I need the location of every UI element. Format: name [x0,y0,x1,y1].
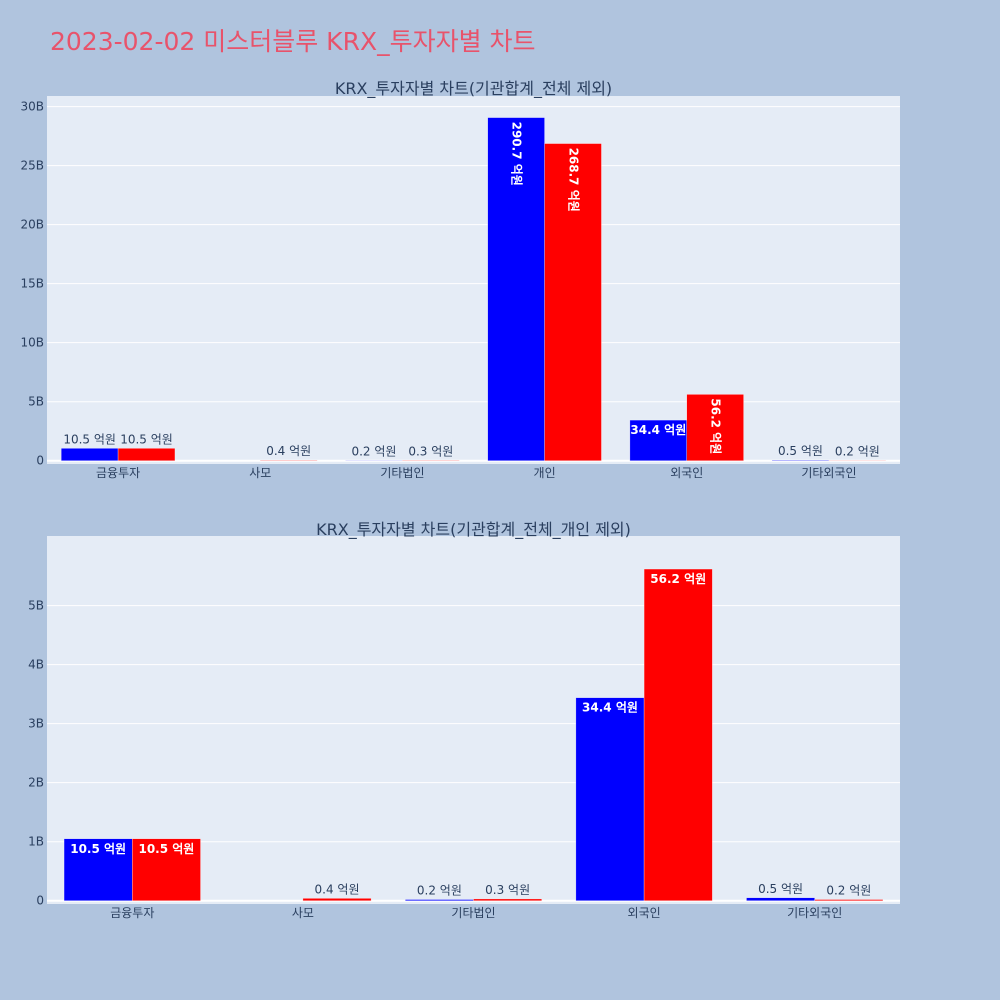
plot-area [47,96,900,464]
bar [63,838,133,901]
bar [544,143,602,461]
bar [60,448,119,461]
bar [686,394,744,461]
data-label: 0.2 억원 [351,444,396,458]
x-tick-label: 기타외국인 [787,906,842,920]
data-label: 0.5 억원 [778,444,823,458]
data-label: 56.2 억원 [709,398,723,454]
data-label: 10.5 억원 [63,432,116,446]
data-label: 290.7 억원 [510,122,524,186]
data-label: 0.2 억원 [835,444,880,458]
y-tick-label: 5B [28,395,44,409]
y-tick-label: 30B [20,100,44,114]
bar [746,897,815,901]
data-label: 0.5 억원 [758,882,803,896]
data-label: 0.2 억원 [826,884,871,898]
page-title: 2023-02-02 미스터블루 KRX_투자자별 차트 [50,27,536,56]
x-tick-label: 기타외국인 [801,466,856,480]
data-label: 0.4 억원 [315,882,360,896]
data-label: 0.4 억원 [266,444,311,458]
chart-top: 0 5B 10B 15B 20B 25B 30B KRX_투자자별 차트(기관합계_전체 제외… [20,79,900,480]
bar [643,568,713,901]
data-label: 268.7 억원 [567,148,581,212]
y-tick-label: 4B [28,658,44,672]
data-label: 0.3 억원 [408,444,453,458]
chart-bottom: 0 1B 2B 3B 4B 5B KRX_투자자별 차트(기관합계_전체_개인 제외) 금융투… [28,520,900,920]
data-label: 56.2 억원 [650,572,706,586]
y-tick-label: 1B [28,835,44,849]
chart-title: KRX_투자자별 차트(기관합계_전체_개인 제외) [316,520,631,540]
y-tick-label: 20B [20,218,44,232]
data-label: 10.5 억원 [70,842,126,856]
y-tick-label: 3B [28,717,44,731]
y-tick-label: 25B [20,159,44,173]
x-tick-label: 외국인 [628,906,661,920]
bar [629,419,688,461]
bar [814,899,884,901]
bar [771,459,830,461]
data-label: 10.5 억원 [138,842,194,856]
data-label: 0.3 억원 [485,883,530,897]
x-tick-label: 기타법인 [380,466,424,480]
bar [575,697,645,901]
x-tick-label: 사모 [292,906,314,920]
data-label: 0.2 억원 [417,884,462,898]
x-tick-label: 기타법인 [451,906,495,920]
bar [132,838,201,901]
bar [487,117,545,461]
y-tick-label: 15B [20,277,44,291]
y-tick-label: 10B [20,336,44,350]
data-label: 34.4 억원 [630,423,686,437]
y-tick-label: 5B [28,599,44,613]
bar [405,899,474,901]
data-label: 34.4 억원 [582,701,638,715]
x-tick-label: 사모 [249,466,271,480]
data-label: 10.5 억원 [120,432,173,446]
bar [302,898,372,901]
bar [473,898,542,901]
chart-title: KRX_투자자별 차트(기관합계_전체 제외) [335,79,612,99]
y-tick-label: 2B [28,776,44,790]
x-tick-label: 외국인 [670,466,703,480]
x-tick-label: 금융투자 [110,906,154,920]
bar [117,448,176,461]
y-tick-label: 0 [36,894,44,908]
x-tick-label: 금융투자 [96,466,140,480]
y-tick-label: 0 [36,454,44,468]
x-tick-label: 개인 [534,466,556,480]
